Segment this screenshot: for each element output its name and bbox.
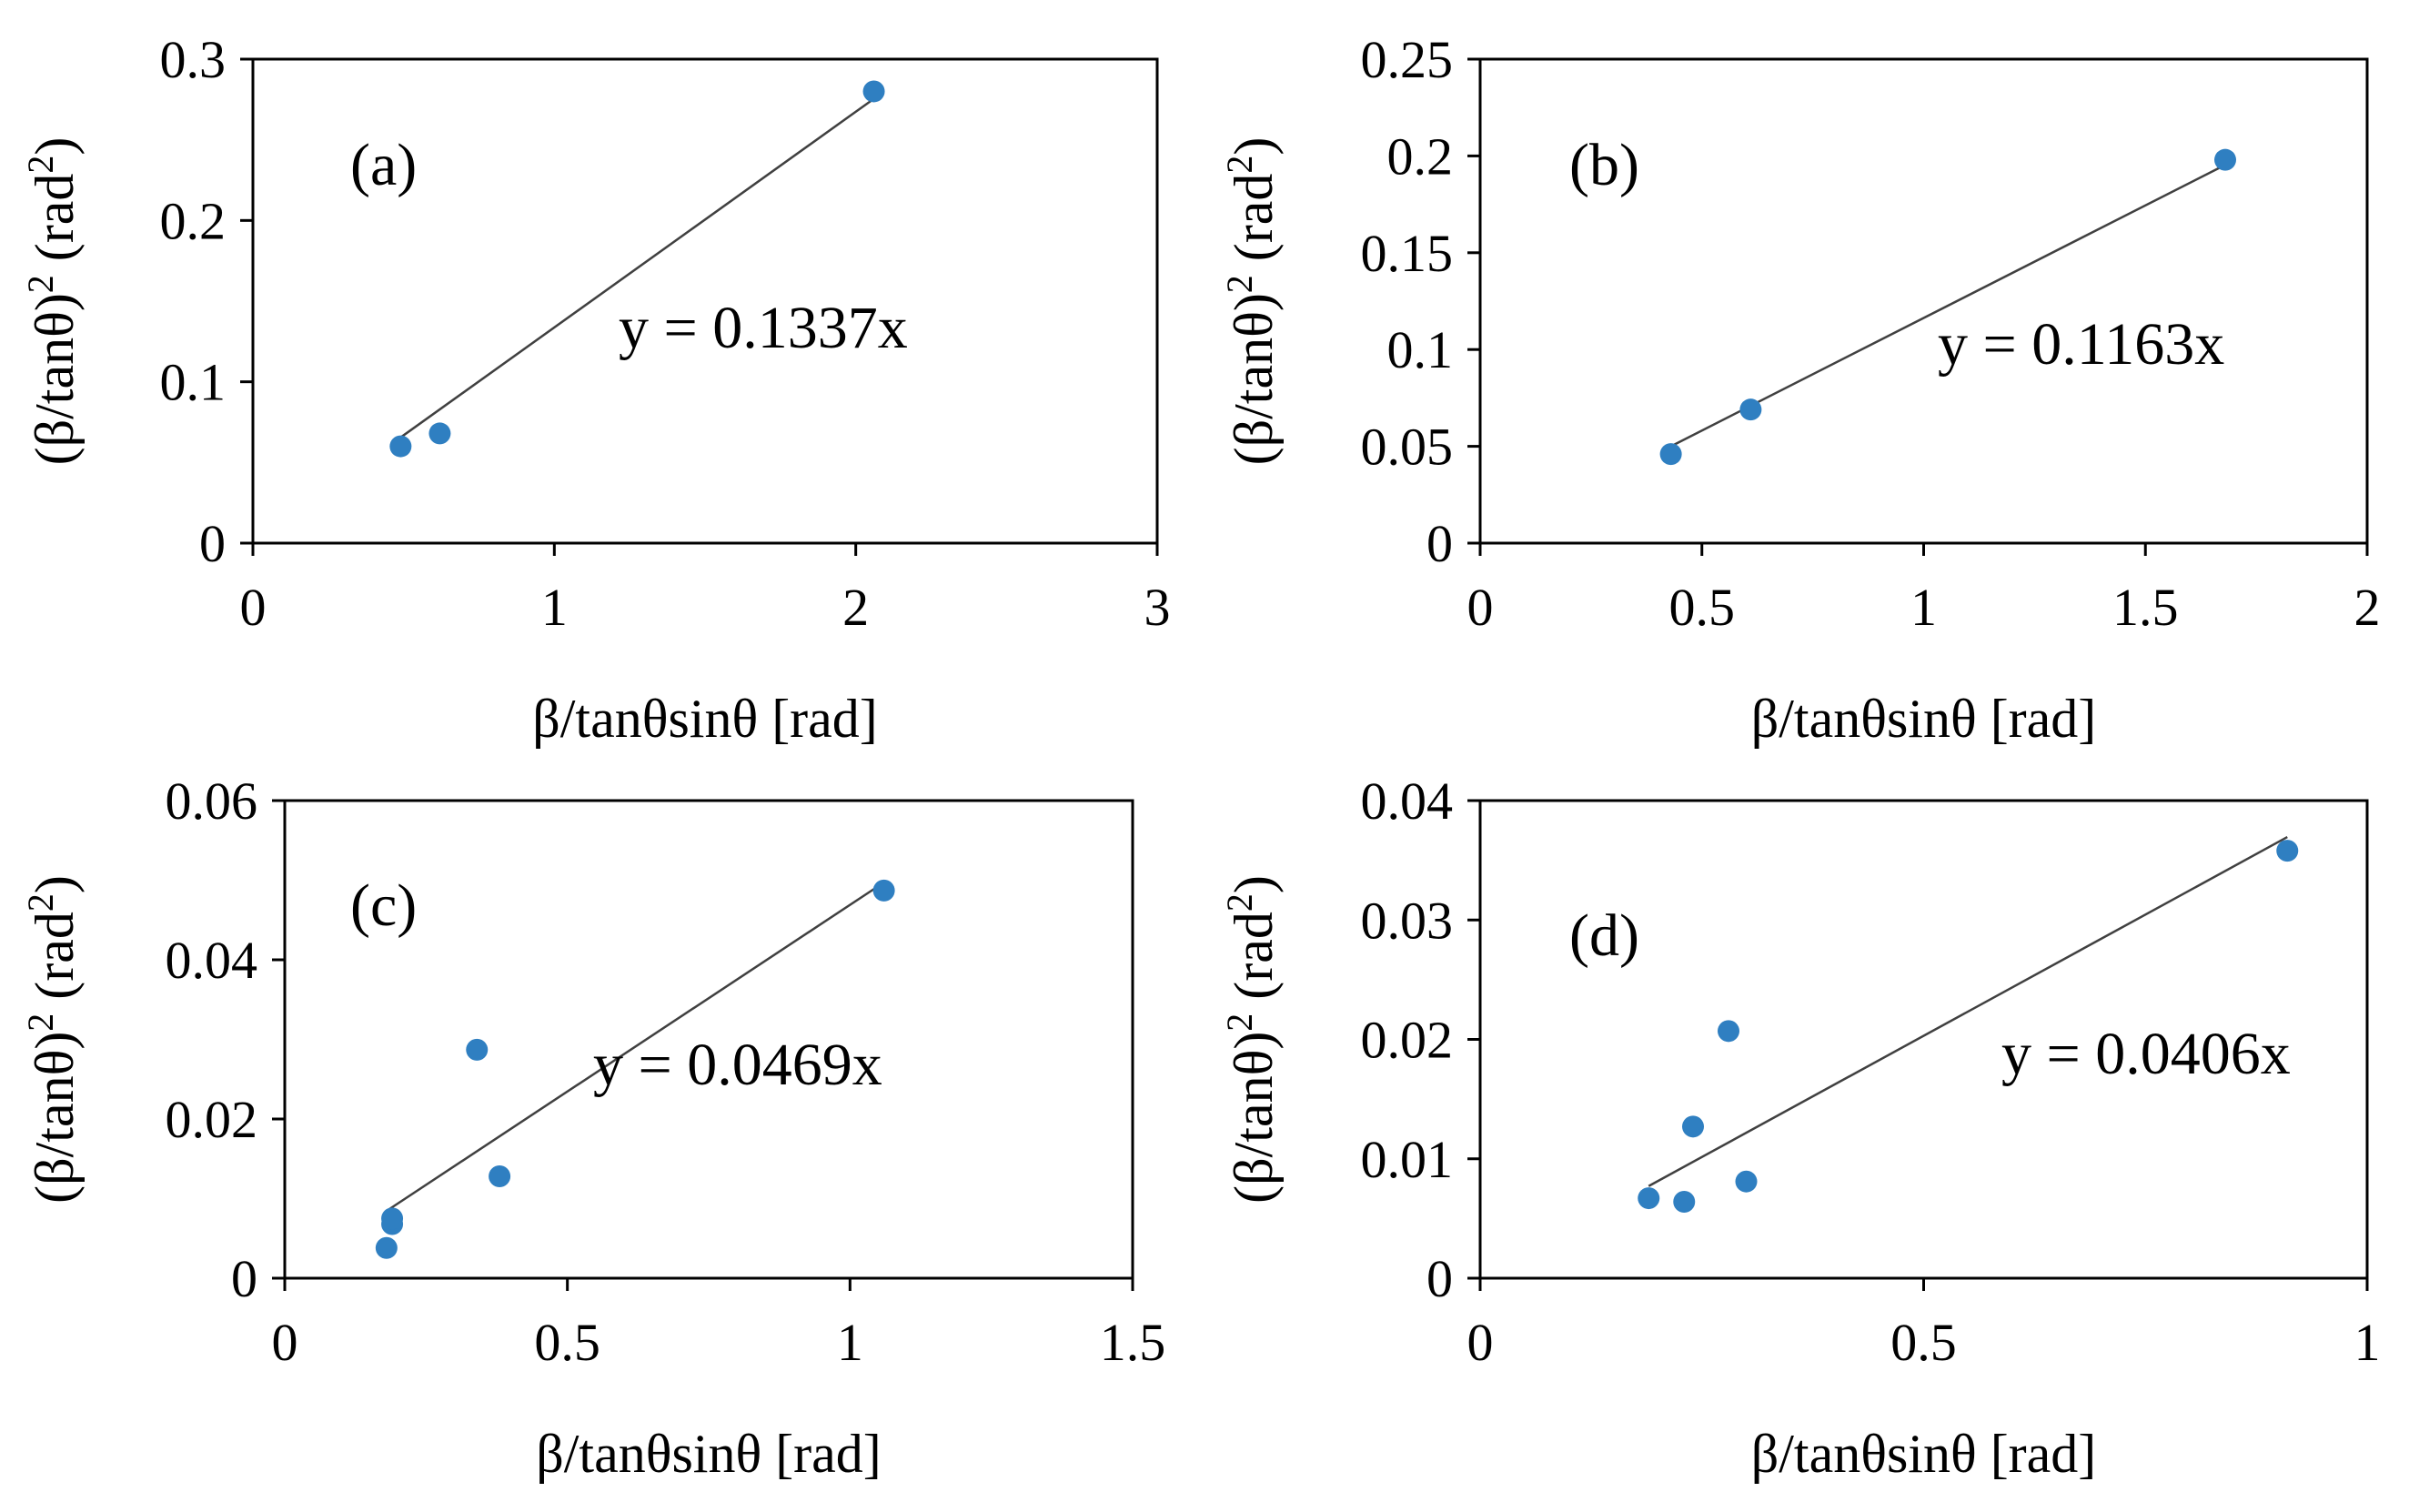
- trendline-equation: y = 0.1337x: [619, 295, 908, 361]
- y-tick-label: 0.04: [166, 931, 258, 990]
- data-point: [1682, 1115, 1704, 1138]
- x-tick-label: 2: [2354, 578, 2381, 637]
- y-axis-label-part: (rad: [1224, 174, 1284, 276]
- y-tick-label: 0.03: [1361, 891, 1454, 950]
- y-axis-label-part: (rad: [25, 174, 85, 276]
- x-axis-label: β/tanθsinθ [rad]: [1751, 1424, 2097, 1484]
- trendline: [386, 881, 885, 1213]
- x-tick-label: 1: [2354, 1313, 2381, 1372]
- y-tick-label: 0.3: [160, 30, 227, 89]
- data-point: [489, 1165, 511, 1187]
- y-tick-label: 0.1: [160, 353, 227, 412]
- x-tick-label: 1.5: [1100, 1313, 1166, 1372]
- data-point: [466, 1038, 489, 1061]
- y-axis-label-superscript: 2: [20, 156, 61, 174]
- x-tick-label: 1: [1910, 578, 1937, 637]
- x-tick-label: 0: [1467, 578, 1494, 637]
- chart-panel-a: 0 1 2 3 0 0.1 0.2 0.3 (a) y = 0.1337x β/tanθsinθ […: [20, 30, 1171, 749]
- y-tick-label: 0.02: [1361, 1011, 1454, 1070]
- trendline-equation: y = 0.1163x: [1938, 311, 2224, 378]
- y-axis-label: (β/tanθ)2 (rad2): [20, 137, 86, 466]
- y-axis-label-superscript: 2: [1219, 275, 1260, 293]
- y-tick-label: 0.06: [166, 771, 258, 831]
- panel-label: (c): [350, 872, 417, 939]
- x-tick-label: 2: [842, 578, 869, 637]
- x-tick-label: 3: [1144, 578, 1171, 637]
- y-tick-label: 0: [1426, 1249, 1453, 1308]
- data-point: [872, 879, 895, 902]
- panel-label: (d): [1569, 902, 1639, 969]
- x-tick-label: 0: [272, 1313, 298, 1372]
- y-tick-label: 0.2: [1387, 126, 1454, 186]
- x-tick-label: 1: [541, 578, 568, 637]
- data-point: [1638, 1187, 1660, 1210]
- data-point: [2214, 148, 2236, 171]
- y-tick-label: 0.25: [1361, 30, 1454, 89]
- y-tick-label: 0: [231, 1249, 257, 1308]
- y-axis-label-superscript: 2: [1219, 156, 1260, 174]
- y-axis-label-part: (β/tanθ): [1224, 1032, 1284, 1204]
- data-point: [389, 435, 412, 458]
- y-axis-label-superscript: 2: [20, 1013, 61, 1032]
- y-tick-label: 0.04: [1361, 771, 1454, 831]
- y-axis-label-part: (rad: [1224, 912, 1284, 1013]
- x-tick-label: 0.5: [1890, 1313, 1957, 1372]
- trendline-equation: y = 0.0469x: [593, 1032, 882, 1098]
- plot-frame: [283, 799, 1134, 1280]
- y-tick-label: 0.02: [166, 1090, 258, 1149]
- y-axis-label-part: (β/tanθ): [1224, 293, 1284, 465]
- y-axis-label-superscript: 2: [1219, 893, 1260, 912]
- y-tick-label: 0: [199, 514, 226, 573]
- trendline-equation: y = 0.0406x: [2001, 1021, 2291, 1087]
- trendline: [1670, 164, 2226, 448]
- data-point: [1735, 1170, 1758, 1193]
- y-tick-label: 0.01: [1361, 1130, 1454, 1189]
- x-tick-label: 1.5: [2112, 578, 2179, 637]
- x-axis-label: β/tanθsinθ [rad]: [1751, 689, 2097, 749]
- plot-frame: [251, 57, 1159, 545]
- y-axis-label: (β/tanθ)2 (rad2): [1219, 137, 1285, 466]
- trendline: [1648, 835, 2288, 1187]
- x-axis-label: β/tanθsinθ [rad]: [532, 689, 878, 749]
- y-axis-label-superscript: 2: [1219, 1013, 1260, 1032]
- x-tick-label: 0.5: [534, 1313, 600, 1372]
- y-axis-label-part: ): [1224, 875, 1284, 893]
- data-point: [2276, 840, 2299, 862]
- x-tick-label: 0.5: [1669, 578, 1736, 637]
- y-tick-label: 0.1: [1387, 320, 1454, 379]
- data-point: [1718, 1020, 1739, 1043]
- y-axis-label-part: (β/tanθ): [25, 1032, 85, 1204]
- y-axis-label: (β/tanθ)2 (rad2): [1219, 875, 1285, 1204]
- panel-label: (a): [350, 132, 417, 198]
- x-tick-label: 0: [240, 578, 267, 637]
- y-tick-label: 0.15: [1361, 224, 1454, 283]
- x-tick-label: 1: [837, 1313, 863, 1372]
- panel-label: (b): [1569, 132, 1639, 198]
- y-tick-label: 0.05: [1361, 418, 1454, 477]
- chart-panel-b: 0 0.5 1 1.5 2 0 0.05 0.1 0.15 0.2 0.25 (b) y = 0.116…: [1219, 30, 2381, 749]
- y-axis-label-part: ): [25, 137, 85, 156]
- y-tick-label: 0: [1426, 514, 1453, 573]
- data-point: [381, 1207, 404, 1230]
- y-axis-label-part: (rad: [25, 912, 85, 1013]
- y-axis-label-part: ): [1224, 137, 1284, 156]
- y-axis-label-part: ): [25, 875, 85, 893]
- data-point: [862, 80, 885, 103]
- x-tick-label: 0: [1467, 1313, 1494, 1372]
- data-point: [1673, 1191, 1696, 1213]
- data-point: [428, 422, 451, 445]
- data-point: [375, 1236, 398, 1259]
- y-axis-label-superscript: 2: [20, 893, 61, 912]
- x-axis-label: β/tanθsinθ [rad]: [536, 1424, 882, 1484]
- data-point: [1739, 398, 1762, 421]
- data-point: [1659, 443, 1682, 466]
- y-tick-label: 0.2: [160, 191, 227, 250]
- y-axis-label: (β/tanθ)2 (rad2): [20, 875, 86, 1204]
- trendline: [399, 97, 875, 438]
- y-axis-label-superscript: 2: [20, 275, 61, 293]
- chart-panel-c: 0 0.5 1 1.5 0 0.02 0.04 0.06 (c) y = 0.0469x β/tan…: [20, 771, 1166, 1484]
- y-axis-label-part: (β/tanθ): [25, 293, 85, 465]
- chart-panel-d: 0 0.5 1 0 0.01 0.02 0.03 0.04 (d) y = 0.0406x β/ta…: [1219, 771, 2381, 1484]
